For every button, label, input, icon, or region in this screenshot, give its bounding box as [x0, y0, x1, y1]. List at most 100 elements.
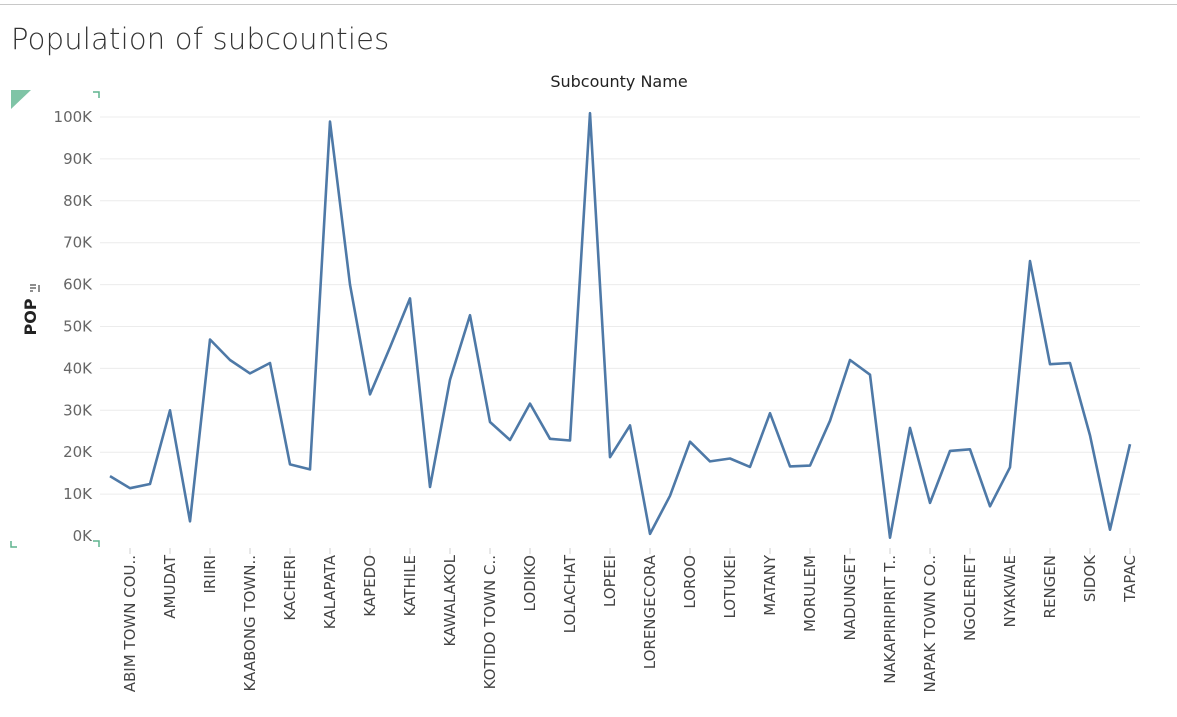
corner-mark [93, 91, 100, 98]
y-tick-label: 10K [63, 485, 93, 503]
data-point[interactable] [727, 455, 733, 461]
x-tick-label: NYAKWAE [1001, 555, 1019, 628]
y-tick-label: 40K [63, 359, 93, 377]
data-point[interactable] [1007, 464, 1013, 470]
data-point[interactable] [847, 357, 853, 363]
data-point[interactable] [387, 344, 393, 350]
data-point[interactable] [887, 535, 893, 541]
y-tick-label: 0K [73, 527, 94, 545]
x-tick-label: AMUDAT [161, 554, 179, 619]
data-point[interactable] [407, 295, 413, 301]
y-tick-label: 100K [54, 108, 94, 126]
data-point[interactable] [587, 110, 593, 116]
y-axis-ticks: 0K 10K 20K 30K 40K 50K 60K 70K 80K 90K 100K [54, 108, 94, 545]
data-point[interactable] [287, 461, 293, 467]
chart-corner-marks [10, 90, 100, 548]
column-header: Subcounty Name [550, 72, 687, 91]
data-point[interactable] [247, 370, 253, 376]
x-tick-label: KAABONG TOWN.. [241, 555, 259, 692]
data-point[interactable] [907, 425, 913, 431]
y-tick-label: 60K [63, 276, 93, 294]
x-tick-label: KAWALAKOL [441, 554, 459, 646]
y-axis-title[interactable]: POP [21, 284, 40, 336]
corner-mark [10, 541, 17, 548]
x-tick-label: LOPEEI [601, 555, 619, 607]
x-tick-label: NAKAPIRIPIRIT T.. [881, 555, 899, 684]
x-tick-label: LOTUKEI [721, 555, 739, 619]
data-point[interactable] [447, 377, 453, 383]
data-point[interactable] [747, 464, 753, 470]
data-point[interactable] [147, 481, 153, 487]
data-point[interactable] [987, 503, 993, 509]
data-point[interactable] [967, 446, 973, 452]
x-tick-label: NGOLERIET [961, 554, 979, 641]
data-point[interactable] [1127, 441, 1133, 447]
data-point[interactable] [1047, 361, 1053, 367]
data-point[interactable] [927, 500, 933, 506]
x-tick-label: MORULEM [801, 555, 819, 632]
data-point[interactable] [707, 458, 713, 464]
data-point[interactable] [1027, 258, 1033, 264]
data-point[interactable] [307, 466, 313, 472]
data-point[interactable] [507, 437, 513, 443]
data-point[interactable] [267, 360, 273, 366]
data-point[interactable] [347, 282, 353, 288]
x-tick-label: RENGEN [1041, 555, 1059, 618]
data-point[interactable] [487, 419, 493, 425]
data-point[interactable] [467, 312, 473, 318]
x-tick-label: KATHILE [401, 555, 419, 616]
data-point[interactable] [647, 531, 653, 537]
y-tick-label: 90K [63, 150, 93, 168]
data-point[interactable] [787, 463, 793, 469]
x-tick-label: KALAPATA [321, 554, 339, 629]
data-point[interactable] [1087, 432, 1093, 438]
data-point[interactable] [567, 437, 573, 443]
data-point[interactable] [627, 422, 633, 428]
data-point[interactable] [367, 391, 373, 397]
x-tick-label: TAPAC [1121, 555, 1139, 603]
x-tick-label: NAPAK TOWN CO.. [921, 555, 939, 692]
data-point[interactable] [547, 436, 553, 442]
data-point[interactable] [607, 454, 613, 460]
series-line[interactable] [109, 111, 1132, 539]
data-point[interactable] [527, 401, 533, 407]
x-tick-label: SIDOK [1081, 554, 1099, 602]
x-tick-label: LODIKO [521, 555, 539, 611]
data-point[interactable] [127, 485, 133, 491]
data-point[interactable] [767, 410, 773, 416]
sort-icon[interactable] [30, 284, 40, 292]
x-tick-label: LORENGECORA [641, 554, 659, 669]
data-point[interactable] [427, 484, 433, 490]
data-point[interactable] [1107, 527, 1113, 533]
data-point[interactable] [667, 493, 673, 499]
data-point[interactable] [227, 357, 233, 363]
data-point[interactable] [1067, 360, 1073, 366]
y-tick-label: 80K [63, 192, 93, 210]
x-axis-ticks: ABIM TOWN COU.. AMUDAT IRIIRI KAABONG TOWN.… [121, 548, 1139, 692]
y-tick-label: 30K [63, 401, 93, 419]
x-tick-label: KOTIDO TOWN C.. [481, 555, 499, 689]
x-tick-label: NADUNGET [841, 554, 859, 640]
data-point[interactable] [827, 418, 833, 424]
data-point[interactable] [167, 407, 173, 413]
corner-triangle-icon[interactable] [11, 90, 31, 109]
data-point[interactable] [187, 518, 193, 524]
data-point[interactable] [947, 448, 953, 454]
y-tick-label: 20K [63, 443, 93, 461]
data-point[interactable] [207, 336, 213, 342]
data-point[interactable] [327, 119, 333, 125]
top-border [0, 0, 1177, 5]
x-tick-label: LOROO [681, 555, 699, 609]
data-point[interactable] [867, 372, 873, 378]
x-tick-label: IRIIRI [201, 555, 219, 594]
data-point[interactable] [687, 439, 693, 445]
y-tick-label: 70K [63, 234, 93, 252]
x-tick-label: KACHERI [281, 555, 299, 621]
x-tick-label: KAPEDO [361, 555, 379, 617]
chart-title: Population of subcounties [11, 22, 390, 56]
data-point[interactable] [807, 463, 813, 469]
x-tick-label: MATANY [761, 554, 779, 616]
data-point[interactable] [107, 473, 113, 479]
y-axis-label: POP [21, 298, 40, 335]
